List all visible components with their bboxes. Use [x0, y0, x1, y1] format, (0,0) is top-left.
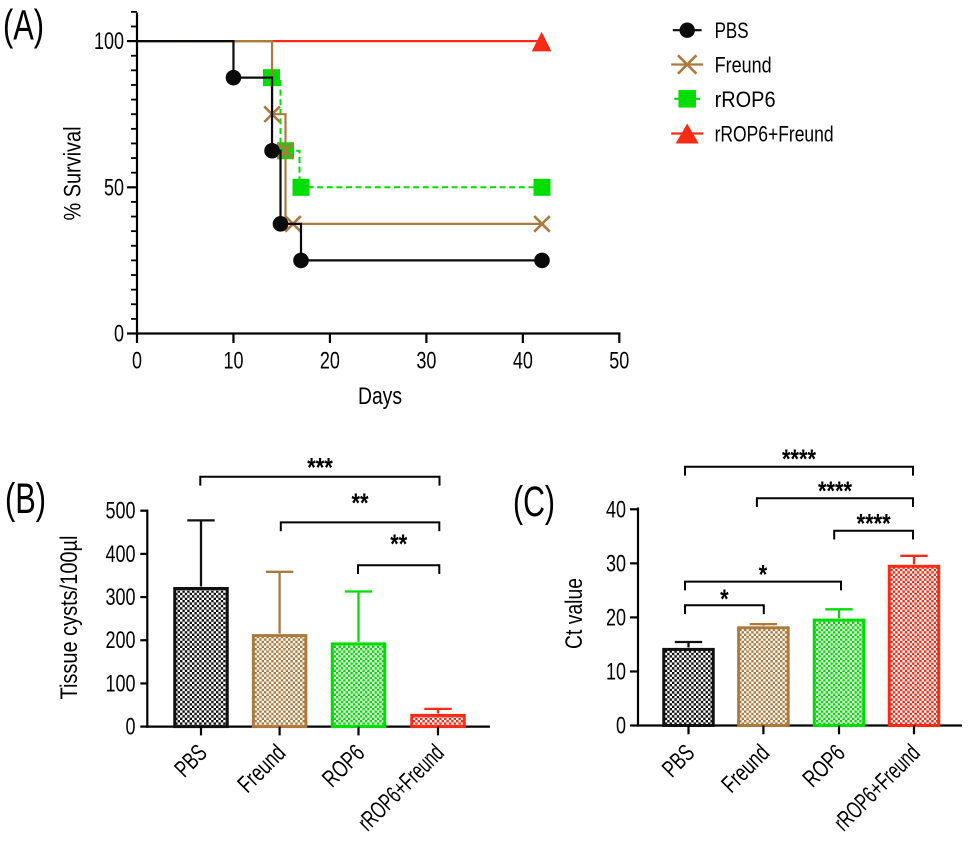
svg-text:****: ****: [857, 509, 891, 539]
svg-text:**: **: [352, 488, 369, 518]
svg-text:****: ****: [818, 476, 852, 506]
svg-text:(C): (C): [513, 478, 555, 526]
svg-text:10: 10: [223, 348, 243, 375]
svg-text:% Survival: % Survival: [60, 127, 87, 221]
svg-text:*: *: [720, 584, 729, 614]
svg-text:400: 400: [106, 541, 136, 568]
svg-text:Days: Days: [358, 383, 402, 410]
svg-text:Freund: Freund: [715, 53, 772, 78]
svg-text:rROP6+Freund: rROP6+Freund: [715, 122, 834, 147]
svg-text:100: 100: [106, 670, 136, 697]
svg-text:***: ***: [307, 453, 333, 483]
svg-text:Ct value: Ct value: [561, 578, 588, 649]
svg-text:30: 30: [606, 550, 626, 577]
svg-text:0: 0: [114, 321, 124, 348]
svg-text:0: 0: [132, 348, 142, 375]
svg-text:40: 40: [606, 496, 626, 523]
svg-text:30: 30: [416, 348, 436, 375]
svg-text:500: 500: [106, 498, 136, 525]
svg-text:0: 0: [126, 714, 136, 741]
svg-text:50: 50: [104, 174, 124, 201]
svg-text:10: 10: [606, 658, 626, 685]
svg-text:*: *: [759, 560, 768, 590]
svg-text:Tissue cysts/100µl: Tissue cysts/100µl: [56, 536, 83, 700]
svg-text:100: 100: [94, 28, 124, 55]
svg-text:(B): (B): [5, 475, 46, 523]
svg-text:PBS: PBS: [715, 18, 749, 43]
svg-text:20: 20: [606, 604, 626, 631]
svg-text:****: ****: [782, 444, 816, 474]
svg-text:50: 50: [609, 348, 629, 375]
svg-text:300: 300: [106, 584, 136, 611]
svg-text:0: 0: [616, 713, 626, 740]
svg-text:200: 200: [106, 627, 136, 654]
svg-text:(A): (A): [3, 2, 44, 50]
svg-text:20: 20: [320, 348, 340, 375]
svg-text:40: 40: [513, 348, 533, 375]
svg-text:rROP6: rROP6: [715, 87, 776, 112]
svg-text:**: **: [390, 529, 407, 559]
